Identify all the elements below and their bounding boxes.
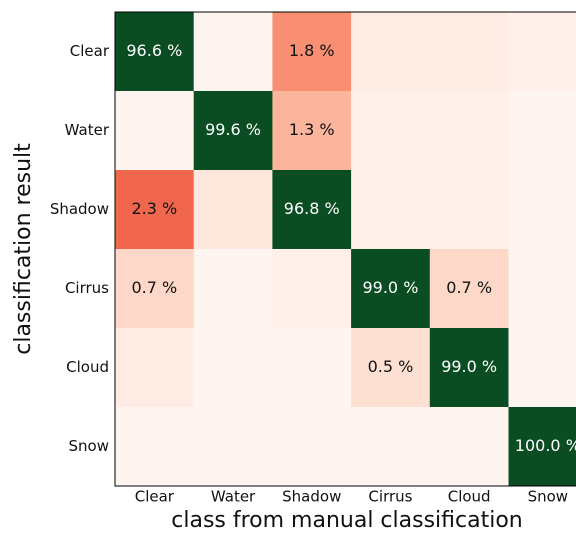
heatmap-cell [351, 407, 431, 487]
heatmap-cell [115, 91, 195, 171]
heatmap-cell [115, 12, 195, 92]
y-tick-label: Shadow [50, 200, 109, 218]
cell-value-label: 2.3 % [131, 199, 177, 218]
heatmap-cell [115, 249, 195, 329]
heatmap-cell [272, 407, 352, 487]
x-tick-label: Snow [528, 488, 568, 506]
cell-value-label: 1.3 % [289, 120, 335, 139]
heatmap-cell [429, 12, 509, 92]
x-tick-label: Cloud [448, 488, 491, 506]
heatmap-cell [193, 249, 273, 329]
cell-value-label: 96.8 % [284, 199, 340, 218]
cell-value-label: 99.0 % [441, 357, 497, 376]
y-tick-label: Water [65, 121, 110, 139]
heatmap-cell [508, 12, 576, 92]
heatmap-cell [508, 328, 576, 408]
heatmap-cell [193, 91, 273, 171]
heatmap-cell [272, 91, 352, 171]
y-axis-label: classification result [11, 143, 36, 355]
cell-value-label: 99.0 % [362, 278, 418, 297]
heatmap-cell [429, 170, 509, 250]
heatmap-cell [351, 249, 431, 329]
heatmap-cell [508, 170, 576, 250]
x-tick-label: Shadow [282, 488, 341, 506]
heatmap-cell [272, 328, 352, 408]
heatmap-cell [429, 328, 509, 408]
cell-value-label: 100.0 % [515, 436, 576, 455]
heatmap-cell [508, 407, 576, 487]
heatmap-cell [351, 170, 431, 250]
heatmap-cell [272, 12, 352, 92]
y-tick-label: Clear [70, 42, 110, 60]
heatmap-cell [193, 12, 273, 92]
heatmap-cell [429, 91, 509, 171]
cell-value-label: 0.7 % [131, 278, 177, 297]
x-axis-label: class from manual classification [171, 508, 522, 533]
heatmap-cell [429, 249, 509, 329]
y-tick-label: Cirrus [65, 279, 109, 297]
heatmap-cell [272, 170, 352, 250]
x-tick-label: Water [211, 488, 256, 506]
cell-value-label: 0.5 % [368, 357, 414, 376]
x-tick-label: Clear [135, 488, 175, 506]
heatmap-cell [351, 12, 431, 92]
heatmap-cell [351, 91, 431, 171]
cell-value-label: 96.6 % [126, 41, 182, 60]
x-tick-label: Cirrus [368, 488, 412, 506]
y-tick-label: Cloud [66, 358, 109, 376]
plot-frame [114, 11, 576, 487]
cell-value-label: 99.6 % [205, 120, 261, 139]
heatmap-cell [115, 407, 195, 487]
heatmap-cell [508, 91, 576, 171]
heatmap-cell [508, 249, 576, 329]
cell-value-label: 1.8 % [289, 41, 335, 60]
heatmap-cell [193, 407, 273, 487]
heatmap-cell [115, 170, 195, 250]
heatmap-cell [272, 249, 352, 329]
heatmap-cell [351, 328, 431, 408]
y-tick-label: Snow [69, 437, 109, 455]
heatmap-cell [193, 328, 273, 408]
heatmap-cells [115, 12, 576, 487]
heatmap-cell [115, 328, 195, 408]
heatmap-cell [193, 170, 273, 250]
cell-value-label: 0.7 % [446, 278, 492, 297]
heatmap-cell [429, 407, 509, 487]
